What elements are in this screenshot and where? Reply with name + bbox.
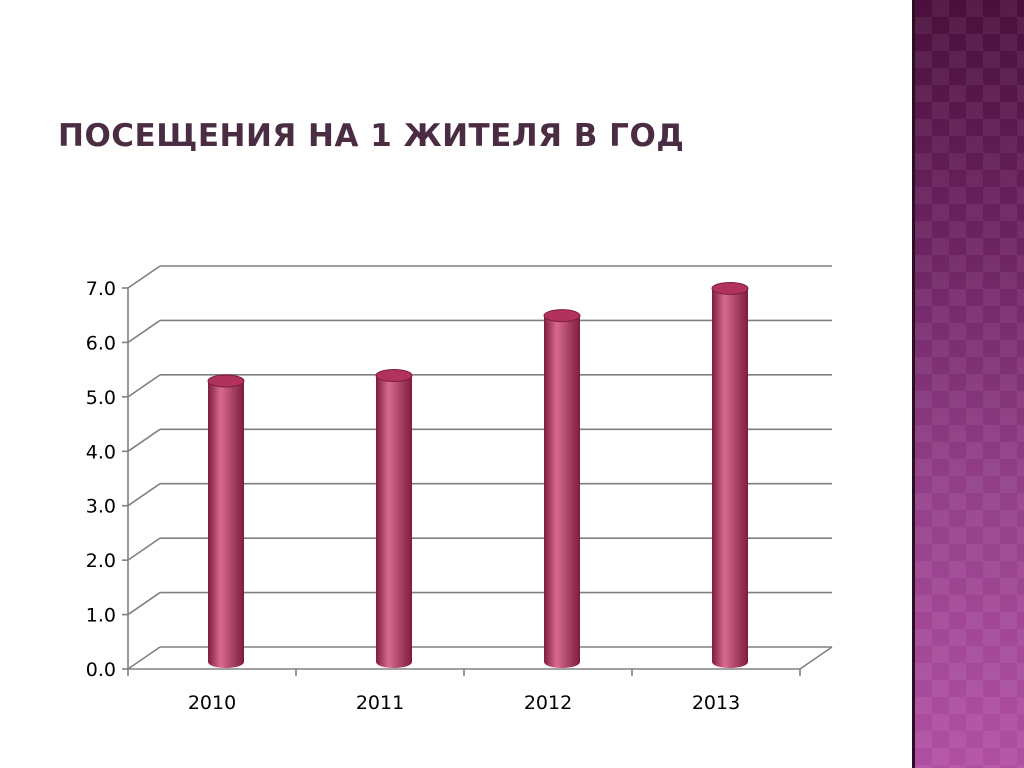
floor-right-edge: [799, 646, 833, 670]
bar-top: [711, 281, 749, 295]
y-tick-label: 0.0: [86, 659, 116, 681]
decorative-side-band: [912, 0, 1024, 768]
gridline-diagonal: [127, 537, 161, 561]
bar: [375, 369, 413, 668]
y-tick-label: 2.0: [86, 550, 116, 572]
gridline-diagonal: [127, 428, 161, 452]
bar-body: [544, 315, 580, 668]
gridline-diagonal: [127, 591, 161, 616]
x-tick-label: 2012: [524, 692, 572, 714]
bar-top: [207, 374, 245, 388]
gridline-diagonal: [127, 319, 161, 344]
y-tick-label: 6.0: [86, 332, 116, 354]
y-tick-label: 4.0: [86, 441, 116, 463]
bar-body: [208, 380, 244, 668]
bar-body: [712, 288, 748, 668]
bar-top: [375, 369, 413, 383]
bar: [711, 281, 749, 668]
y-tick-label: 1.0: [86, 605, 116, 627]
chart-axes: [122, 287, 833, 676]
y-tick-label: 3.0: [86, 496, 116, 518]
x-tick-label: 2013: [692, 692, 740, 714]
bar-top: [543, 309, 581, 323]
chart-bars: [207, 281, 749, 668]
bar: [543, 309, 581, 668]
x-tick-label: 2010: [188, 692, 236, 714]
gridline-diagonal: [127, 483, 161, 507]
y-tick-label: 7.0: [86, 278, 116, 300]
gridline-diagonal: [127, 374, 161, 398]
gridline-diagonal: [127, 646, 161, 670]
bar-body: [376, 375, 412, 668]
bar-chart: 0.0 1.0 2.0 3.0 4.0 5.0 6.0 7.0 2010 2011 2012 2013: [86, 265, 833, 714]
gridline-diagonal: [127, 265, 161, 289]
chart-labels: 0.0 1.0 2.0 3.0 4.0 5.0 6.0 7.0 2010 2011 2012 2013: [86, 278, 740, 714]
y-tick-label: 5.0: [86, 387, 116, 409]
slide-title: ПОСЕЩЕНИЯ НА 1 ЖИТЕЛЯ В ГОД: [58, 118, 685, 154]
x-tick-label: 2011: [356, 692, 404, 714]
bar: [207, 374, 245, 668]
